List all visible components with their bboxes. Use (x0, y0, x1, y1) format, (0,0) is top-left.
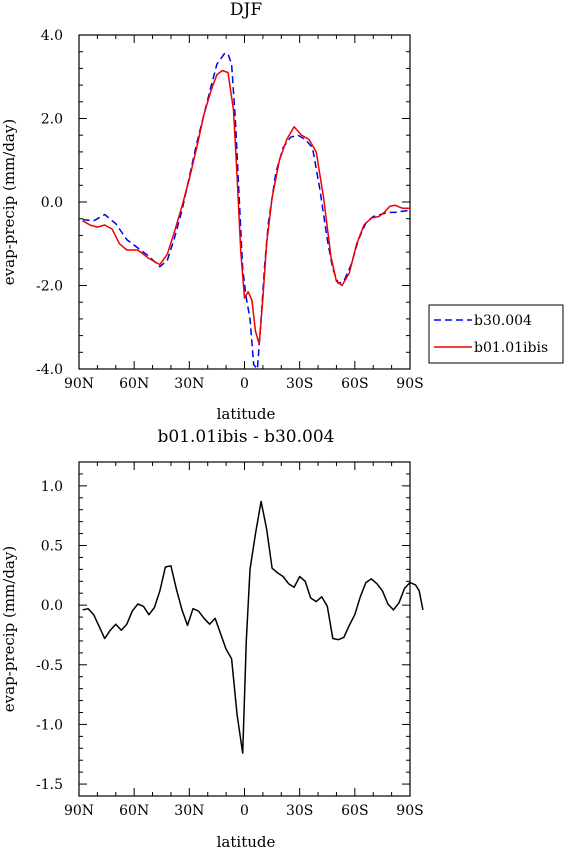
series-line-top-1 (82, 69, 410, 345)
chart-top-xlabel: latitude (217, 405, 276, 423)
chart-top-title: DJF (230, 0, 262, 20)
chart-top-ylabel: evap-precip (mm/day) (0, 119, 18, 285)
y-tick-label: 1.0 (41, 479, 63, 495)
series-line-bottom-0 (82, 500, 424, 754)
y-tick-label: 0.0 (41, 195, 63, 211)
chart-top-series (82, 53, 411, 370)
x-tick-label: 90S (396, 376, 423, 392)
chart-bottom: b01.01ibis - b30.004 90N 60N 30N 0 30S 60S 90S… (0, 427, 424, 851)
chart-top-ticks: 90N 60N 30N 0 30S 60S 90S -4.0 -2.0 0.0 2.0 4.0 (36, 28, 424, 392)
chart-bottom-frame (78, 461, 411, 797)
series-line-top-0 (82, 53, 411, 370)
y-tick-label: -4.0 (36, 362, 63, 378)
y-tick-label: 0.0 (41, 598, 63, 614)
legend-label-b30: b30.004 (474, 313, 532, 329)
y-tick-label: 0.5 (41, 539, 63, 555)
x-tick-label: 30S (286, 376, 313, 392)
legend-box (428, 304, 564, 364)
y-tick-label: -2.0 (36, 279, 63, 295)
x-tick-label: 0 (240, 376, 249, 392)
x-tick-label: 60S (341, 803, 368, 819)
y-tick-label: -0.5 (36, 658, 63, 674)
x-tick-label: 0 (240, 803, 249, 819)
chart-top-frame (78, 34, 411, 370)
chart-bottom-ticks: 90N 60N 30N 0 30S 60S 90S -1.5 -1.0 -0.5 0.0 0.5 1.0 (36, 461, 424, 819)
x-tick-label: 90N (64, 803, 94, 819)
y-tick-label: 4.0 (41, 28, 63, 44)
x-tick-label: 60N (119, 376, 149, 392)
x-tick-label: 30S (286, 803, 313, 819)
chart-top: DJF 90N 60N 30N 0 30S 60S 90S -4.0 -2.0 0.0 2.0 4.0… (0, 0, 424, 423)
chart-top-legend: b30.004 b01.01ibis (428, 304, 564, 364)
y-tick-label: -1.0 (36, 717, 63, 733)
x-tick-label: 30N (174, 376, 204, 392)
x-tick-label: 90N (64, 376, 94, 392)
y-tick-label: -1.5 (36, 777, 63, 793)
y-tick-label: 2.0 (41, 112, 63, 128)
legend-label-ibis: b01.01ibis (474, 340, 548, 356)
chart-bottom-series (82, 500, 424, 754)
chart-bottom-title: b01.01ibis - b30.004 (158, 427, 335, 447)
x-tick-label: 60N (119, 803, 149, 819)
x-tick-label: 90S (396, 803, 423, 819)
chart-bottom-xlabel: latitude (217, 833, 276, 851)
chart-bottom-ylabel: evap-precip (mm/day) (0, 546, 18, 712)
x-tick-label: 60S (341, 376, 368, 392)
x-tick-label: 30N (174, 803, 204, 819)
